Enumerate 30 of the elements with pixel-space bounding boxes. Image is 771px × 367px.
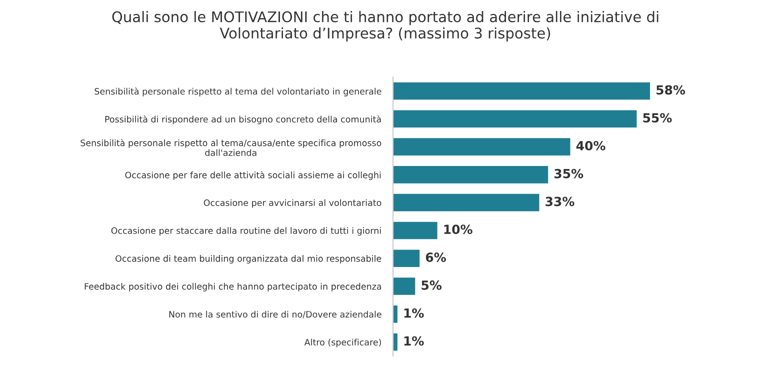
bar <box>393 166 548 184</box>
y-tick-label: Occasione per staccare dalla routine del lavoro di tutti i giorni <box>111 227 381 236</box>
y-tick-label: Occasione di team building organizzata dal mio responsabile <box>116 255 382 264</box>
chart-title: Quali sono le MOTIVAZIONI che ti hanno portato ad aderire alle iniziative di Volontariato d’Impresa? (massimo 3 risposte) <box>112 11 658 42</box>
data-label: 6% <box>426 252 446 262</box>
y-tick-label: Feedback positivo dei colleghi che hanno partecipato in precedenza <box>84 282 382 292</box>
bar <box>393 194 540 212</box>
y-tick-label: Occasione per avvicinarsi al volontariato <box>204 199 382 208</box>
y-tick-label: Altro (specificare) <box>304 338 381 348</box>
data-label: 10% <box>444 224 472 234</box>
bar <box>393 110 637 128</box>
data-label: 55% <box>643 113 672 123</box>
data-label: 35% <box>554 168 584 178</box>
y-tick-label: Occasione per fare delle attività sociali assieme ai colleghi <box>125 171 381 180</box>
y-tick-label: Sensibilità personale rispetto al tema/causa/ente specifica promosso dall'azienda <box>80 139 382 156</box>
bar <box>393 222 438 240</box>
data-label: 1% <box>404 336 424 346</box>
data-label: 5% <box>422 280 442 290</box>
y-tick-label: Possibilità di rispondere ad un bisogno concreto della comunità <box>105 115 381 124</box>
bar <box>393 250 420 268</box>
bar <box>393 138 570 156</box>
bar <box>393 306 398 323</box>
bar <box>393 278 416 295</box>
data-label: 58% <box>656 85 686 95</box>
data-label: 1% <box>404 308 424 318</box>
data-label: 40% <box>576 140 606 150</box>
y-tick-label: Sensibilità personale rispetto al tema del volontariato in generale <box>94 88 382 96</box>
y-tick-label: Non me la sentivo di dire di no/Dovere aziendale <box>169 310 382 318</box>
data-label: 33% <box>546 196 574 206</box>
bar <box>393 82 650 100</box>
